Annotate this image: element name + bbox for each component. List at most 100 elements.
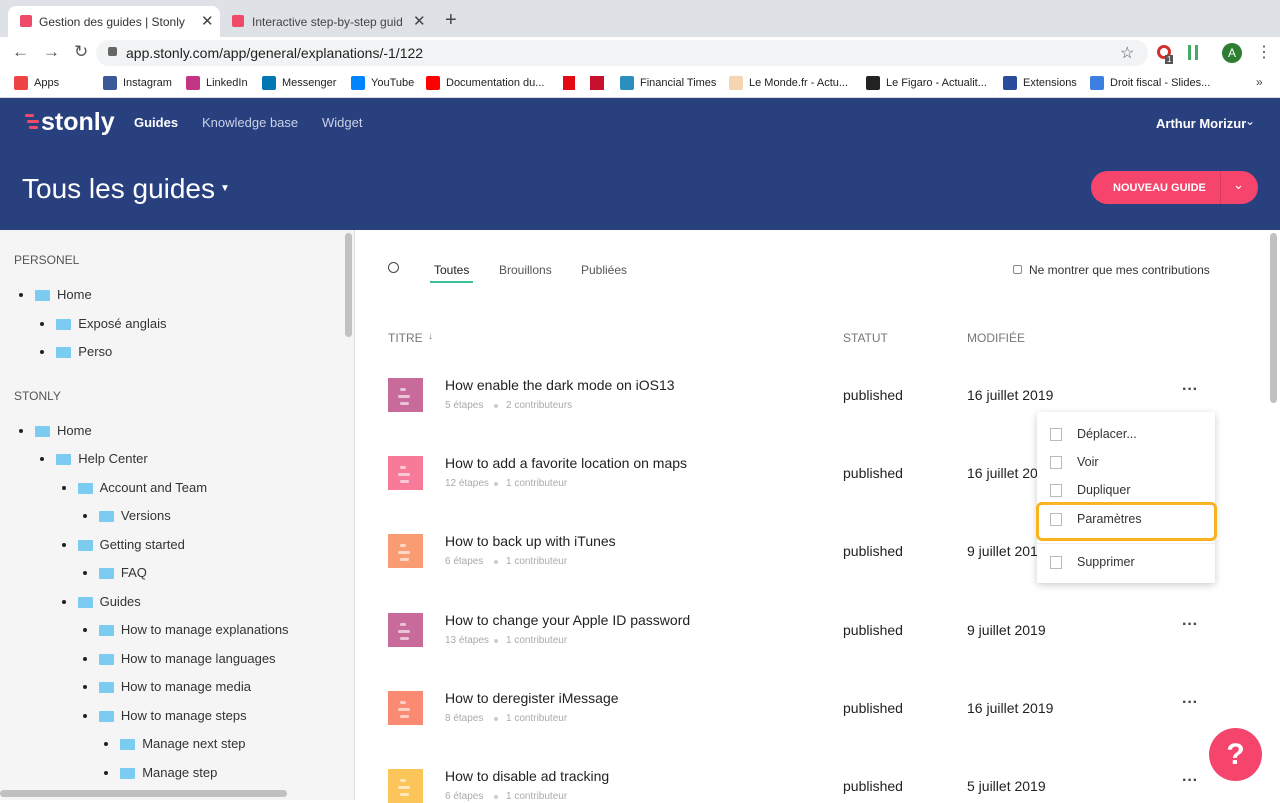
icon-line — [398, 629, 410, 633]
guide-title[interactable]: How to change your Apple ID password — [445, 611, 691, 628]
nav-item[interactable]: Knowledge base — [202, 115, 299, 130]
bookmark[interactable]: Instagram — [123, 77, 172, 89]
folder[interactable]: Home — [57, 287, 92, 302]
tree-bullet — [82, 656, 87, 661]
guide-steps: 12 étapes — [445, 478, 489, 490]
bookmark[interactable]: Documentation du... — [446, 77, 545, 89]
bookmark[interactable]: Extensions — [1023, 77, 1077, 89]
section-title: STONLY — [14, 388, 61, 403]
bookmark[interactable]: Le Monde.fr - Actu... — [749, 77, 849, 89]
omnibox — [96, 40, 1148, 66]
guide-status: published — [843, 543, 903, 560]
folder[interactable]: Versions — [120, 508, 171, 523]
filter-tab[interactable]: Toutes — [434, 263, 470, 277]
help-button[interactable]: ? — [1209, 728, 1262, 781]
context-menu: Déplacer... Voir Dupliquer Paramètres Suppri… — [1037, 412, 1215, 583]
guide-icon — [388, 534, 423, 569]
folder[interactable]: Account and Team — [99, 479, 208, 495]
folder[interactable]: FAQ — [120, 565, 147, 580]
bookmark-icon — [1090, 76, 1104, 90]
menu-item[interactable]: Dupliquer — [1077, 483, 1131, 497]
guide-title[interactable]: How to add a favorite location on maps — [445, 455, 688, 472]
menu-item[interactable]: Voir — [1077, 455, 1099, 469]
sidebar: PERSONEL Home Exposé anglais Perso STONLY Hom… — [0, 230, 355, 800]
bookmark[interactable]: Financial Times — [640, 77, 717, 89]
folder[interactable]: Manage step — [142, 764, 218, 780]
folder[interactable]: Manage next step — [142, 736, 246, 751]
meta-dot — [494, 716, 498, 721]
new-guide-button[interactable]: NOUVEAU GUIDE ⌄ — [1091, 171, 1258, 204]
menu-item[interactable]: Déplacer... — [1077, 427, 1137, 441]
guide-status: published — [843, 387, 903, 403]
new-tab: + — [445, 9, 457, 31]
scrollbar — [345, 233, 352, 337]
tab-close: ✕ — [201, 13, 214, 30]
nav-buttons: ←→↻ — [12, 42, 103, 61]
icon-line — [400, 388, 406, 391]
logo-mark — [27, 120, 39, 123]
nav-item[interactable]: Widget — [322, 115, 363, 130]
logo-mark — [29, 126, 38, 129]
bookmark[interactable]: Messenger — [282, 77, 337, 89]
icon-line — [400, 622, 406, 626]
page-title[interactable]: Tous les guides — [22, 173, 216, 204]
folder[interactable]: How to manage explanations — [120, 622, 289, 637]
column-header[interactable]: MODIFIÉE — [967, 331, 1026, 345]
icon-line — [400, 793, 409, 796]
guide-date: 16 juillet 2019 — [967, 387, 1054, 403]
tree-bullet — [40, 457, 45, 461]
folder[interactable]: Guides — [99, 593, 141, 609]
checkbox[interactable] — [1013, 265, 1022, 274]
menu-item[interactable]: Paramètres — [1077, 512, 1142, 526]
tab-title[interactable]: Gestion des guides | Stonly — [39, 15, 185, 29]
row-menu[interactable]: ··· — [1182, 615, 1198, 633]
filter-tab[interactable]: Brouillons — [499, 263, 552, 277]
icon-line — [400, 779, 406, 782]
bookmark[interactable]: Le Figaro - Actualit... — [886, 77, 987, 89]
main-scrollbar — [1270, 233, 1277, 403]
folder[interactable]: How to manage steps — [120, 707, 247, 723]
menu-item[interactable]: Supprimer — [1077, 555, 1135, 569]
folder[interactable]: How to manage media — [120, 679, 251, 694]
folder[interactable]: Help Center — [78, 451, 148, 466]
column-header[interactable]: TITRE — [388, 331, 423, 345]
meta-dot — [494, 638, 498, 643]
bookmark[interactable]: Apps — [34, 77, 60, 89]
folder[interactable]: Home — [57, 422, 92, 438]
tab-title[interactable]: Interactive step-by-step guides — [252, 15, 402, 29]
tree-bullet — [19, 428, 23, 433]
guide-title[interactable]: How to back up with iTunes — [445, 533, 616, 550]
guide-title[interactable]: How to disable ad tracking — [445, 768, 610, 784]
icon-line — [398, 473, 410, 477]
row-menu[interactable]: ··· — [1182, 381, 1198, 398]
tab-icon — [20, 15, 32, 27]
folder-icon — [98, 653, 114, 665]
bookmark[interactable]: LinkedIn — [206, 77, 248, 89]
guide-title[interactable]: How enable the dark mode on iOS13 — [445, 377, 675, 393]
folder[interactable]: Getting started — [99, 536, 185, 552]
folder[interactable]: Exposé anglais — [78, 315, 167, 331]
bookmark[interactable]: YouTube — [371, 77, 415, 89]
filter-tab[interactable]: Publiées — [581, 263, 628, 277]
tree-bullet — [82, 514, 87, 518]
bookmark[interactable]: Droit fiscal - Slides... — [1110, 77, 1211, 89]
row-menu[interactable]: ··· — [1182, 772, 1198, 789]
tree-bullet — [61, 485, 66, 490]
guide-date: 16 juillet 2019 — [967, 699, 1054, 716]
avatar[interactable]: A — [1222, 43, 1242, 63]
more: » — [1256, 75, 1263, 89]
folder-icon — [35, 425, 50, 437]
nav-item[interactable]: Guides — [134, 115, 179, 130]
address[interactable]: app.stonly.com/app/general/explanations/… — [126, 45, 424, 61]
bookmark-icon — [563, 76, 575, 90]
column-header[interactable]: STATUT — [843, 331, 888, 345]
folder[interactable]: How to manage languages — [120, 650, 276, 666]
row-menu[interactable]: ··· — [1182, 693, 1198, 711]
folder[interactable]: Perso — [78, 344, 113, 359]
user[interactable]: Arthur Morizur — [1156, 116, 1247, 131]
logo[interactable]: stonly — [41, 108, 115, 136]
guide-title[interactable]: How to deregister iMessage — [445, 689, 619, 706]
tree-bullet — [40, 321, 45, 326]
tree-bullet — [104, 742, 109, 746]
folder-icon — [98, 710, 114, 722]
